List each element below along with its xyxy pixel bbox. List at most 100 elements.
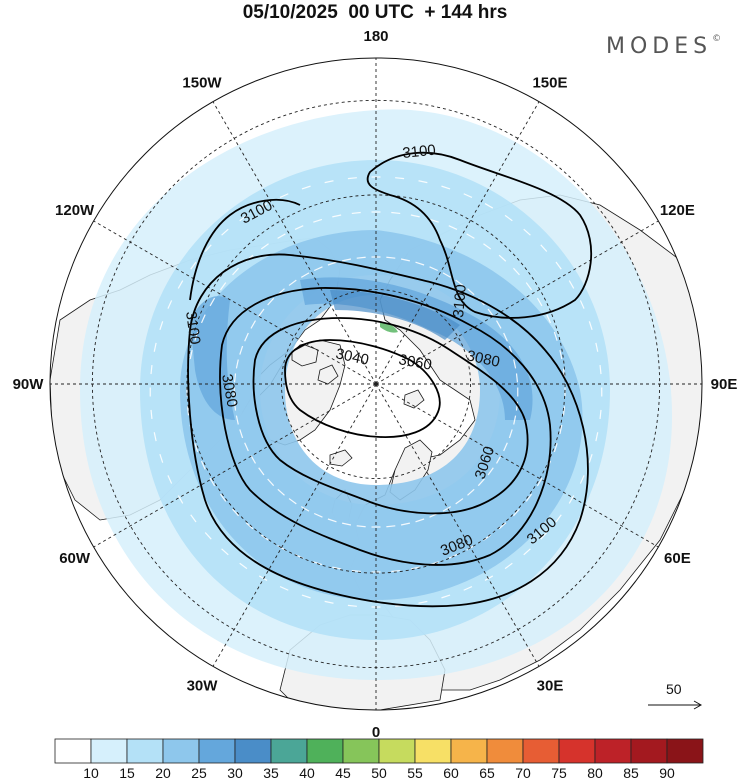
- colorbar-swatch: [594, 738, 632, 764]
- wind-vector: [559, 350, 563, 360]
- longitude-label: 180: [363, 28, 388, 45]
- wind-vector: [221, 228, 229, 236]
- contour-label: 3080: [218, 373, 241, 409]
- wind-vector: [483, 534, 492, 541]
- wind-vector: [204, 244, 212, 252]
- contour-label: 3060: [397, 351, 433, 374]
- wind-vector: [332, 566, 342, 570]
- wind-vector: [553, 331, 558, 341]
- longitude-label: 150E: [532, 75, 567, 92]
- wind-vector: [194, 331, 199, 341]
- wind-vector: [301, 185, 311, 190]
- wind-vector: [512, 267, 520, 276]
- wind-vector: [189, 350, 193, 360]
- wind-band-40-45: [380, 322, 398, 333]
- longitude-label: 120W: [55, 202, 95, 219]
- wind-vector: [239, 214, 248, 222]
- wind-vector: [324, 180, 334, 184]
- wind-vector: [540, 244, 548, 252]
- land-arctic-islands: [291, 344, 425, 409]
- wind-vector: [301, 594, 311, 599]
- wind-vector: [332, 214, 342, 218]
- wind-vector: [267, 478, 275, 487]
- wind-vector: [562, 406, 566, 416]
- longitude-label: 30W: [187, 677, 219, 694]
- contour-labels: 3040 3060 3060 3080 3080 3080 3100 3100 …: [182, 142, 560, 560]
- wind-vector: [504, 562, 513, 570]
- wind-vector: [386, 256, 396, 259]
- colorbar-swatch: [54, 738, 92, 764]
- latitude-circle: [186, 194, 566, 574]
- wind-vector: [391, 569, 401, 573]
- wind-vector: [351, 569, 361, 573]
- wind-vector: [588, 321, 593, 331]
- wind-vector: [244, 442, 249, 452]
- colorbar-swatch: [450, 738, 488, 764]
- map-boundary: [49, 57, 703, 711]
- wind-vector: [525, 282, 533, 291]
- wind-vector: [466, 233, 475, 239]
- colorbar-swatch: [414, 738, 452, 764]
- wind-vector: [498, 254, 507, 262]
- colorbar-label: 75: [551, 765, 567, 781]
- wind-vector: [150, 409, 153, 420]
- wind-vector: [190, 261, 197, 270]
- colorbar-label: 50: [371, 765, 387, 781]
- brand-name: MODES: [606, 34, 713, 59]
- wind-vector: [347, 604, 357, 607]
- meridian-line: [375, 220, 659, 385]
- meridian-line: [93, 220, 377, 385]
- meridian-line: [375, 383, 540, 667]
- wind-vector: [418, 600, 428, 604]
- wind-vector: [525, 493, 533, 502]
- wind-vector: [327, 518, 337, 523]
- map-title: 05/10/2025 00 UTC + 144 hrs: [242, 2, 508, 23]
- wind-vector: [244, 332, 249, 342]
- colorbar-label: 15: [119, 765, 135, 781]
- wind-vector: [495, 320, 502, 329]
- wind-vector: [599, 364, 602, 375]
- wind-vector: [233, 373, 237, 383]
- contour-label: 3100: [182, 310, 203, 345]
- colorbar-label: 60: [443, 765, 459, 781]
- colorbar: [54, 738, 704, 764]
- wind-vector: [219, 282, 227, 291]
- wind-vector: [313, 266, 323, 272]
- contour-label: 3100: [402, 142, 437, 162]
- wind-vector: [258, 467, 265, 476]
- wind-vector: [559, 424, 563, 434]
- wind-vector: [258, 203, 268, 209]
- longitude-label: 120E: [660, 202, 695, 219]
- wind-vector: [159, 321, 164, 331]
- wind-vector: [568, 280, 575, 289]
- wind-vector: [260, 534, 269, 541]
- wind-vector: [150, 364, 153, 375]
- colorbar-swatch: [342, 738, 380, 764]
- contour-label: 3040: [334, 345, 370, 369]
- meridian-line: [212, 383, 377, 667]
- wind-vector: [194, 443, 199, 453]
- wind-vector: [313, 561, 323, 566]
- wind-band-30-35: [330, 290, 460, 340]
- wind-vector: [342, 258, 352, 262]
- wind-vector: [555, 514, 562, 523]
- wind-vector: [455, 498, 464, 505]
- colorbar-swatch: [234, 738, 272, 764]
- wind-vector: [588, 453, 593, 463]
- wind-vector: [415, 261, 425, 266]
- wind-vector: [356, 256, 366, 259]
- brand-mark: ©: [712, 34, 722, 44]
- longitude-label: 60W: [59, 550, 91, 567]
- wind-vector: [239, 345, 244, 355]
- contour-3100-west: [189, 198, 301, 301]
- contour-3040: [284, 339, 441, 438]
- colorbar-label: 65: [479, 765, 495, 781]
- wind-vector: [418, 180, 428, 184]
- wind-vector: [503, 332, 508, 342]
- wind-vector: [395, 177, 405, 180]
- wind-vector: [400, 522, 410, 526]
- reference-vector-label: 50: [666, 681, 682, 697]
- wind-vector: [495, 455, 502, 464]
- colorbar-swatch: [306, 738, 344, 764]
- wind-vector: [232, 508, 240, 517]
